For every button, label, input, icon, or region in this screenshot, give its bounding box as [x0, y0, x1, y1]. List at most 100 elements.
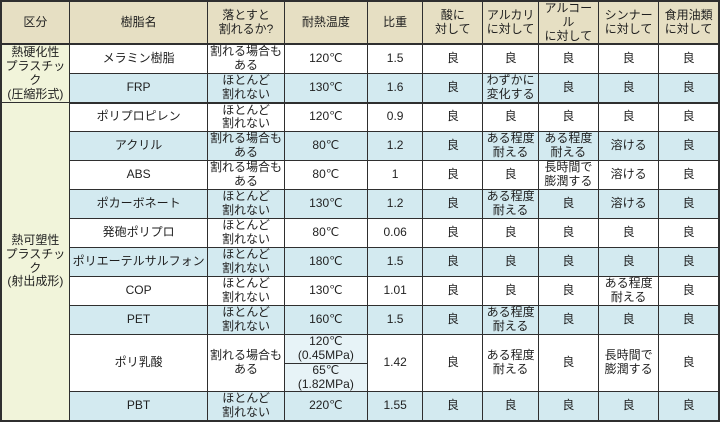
cell-heat-temp: 130℃	[283, 189, 369, 220]
cell-specific-gravity: 1.5	[367, 305, 424, 336]
cell-alcohol: 良	[537, 72, 599, 104]
cell-edible-oil: 良	[658, 218, 720, 249]
table-row-abs: ABS 割れる場合も ある 80℃ 1 良 良 長時間で 膨潤する 溶ける 良	[1, 160, 720, 191]
cell-acid: 良	[422, 305, 484, 336]
table-row-cop: COP ほとんど 割れない 130℃ 1.01 良 良 良 ある程度 耐える 良	[1, 276, 720, 307]
table-row-polyethersulfone: ポリエーテルサルフォン ほとんど 割れない 180℃ 1.5 良 良 良 良 良	[1, 247, 720, 278]
category-cell-thermosetting: 熱硬化性 プラスチック (圧縮形式)	[0, 43, 70, 104]
cell-specific-gravity: 1.01	[367, 276, 424, 307]
cell-edible-oil: 良	[658, 334, 720, 393]
cell-heat-temp: 130℃	[283, 72, 369, 104]
cell-resin-name: PBT	[68, 391, 209, 422]
cell-specific-gravity: 1.5	[367, 43, 424, 74]
cell-thinner: ある程度 耐える	[597, 276, 660, 307]
cell-resin-name: COP	[68, 276, 209, 307]
cell-edible-oil: 良	[658, 160, 720, 191]
cell-specific-gravity: 1.6	[367, 72, 424, 104]
cell-acid: 良	[422, 391, 484, 422]
cell-resin-name: FRP	[68, 72, 209, 104]
cell-edible-oil: 良	[658, 72, 720, 104]
cell-alkali: 良	[482, 43, 539, 74]
cell-resin-name: ポカーボネート	[68, 189, 209, 220]
cell-heat-temp-b: 65℃ (1.82MPa)	[283, 362, 369, 393]
cell-acid: 良	[422, 43, 484, 74]
col-header-edible-oil: 食用油類 に対して	[658, 0, 720, 46]
category-cell-thermoplastic: 熱可塑性 プラスチック (射出成形)	[0, 102, 70, 422]
cell-resin-name: ポリプロピレン	[68, 102, 209, 133]
cell-resin-name: ポリ乳酸	[68, 334, 209, 393]
cell-heat-temp: 180℃	[283, 247, 369, 278]
cell-specific-gravity: 0.9	[367, 102, 424, 133]
col-header-specific-gravity: 比重	[367, 0, 424, 46]
cell-specific-gravity: 1.2	[367, 189, 424, 220]
cell-edible-oil: 良	[658, 247, 720, 278]
cell-resin-name: PET	[68, 305, 209, 336]
cell-drop-break: 割れる場合も ある	[207, 334, 285, 393]
table-row-pbt: PBT ほとんど 割れない 220℃ 1.55 良 良 良 良 良	[1, 391, 720, 422]
cell-specific-gravity: 1.2	[367, 131, 424, 162]
cell-alcohol: 良	[537, 43, 599, 74]
cell-acid: 良	[422, 131, 484, 162]
header-row: 区分 樹脂名 落とすと 割れるか? 耐熱温度 比重 酸に 対して アルカリ に対…	[0, 0, 720, 46]
cell-alcohol: 良	[537, 247, 599, 278]
col-header-resin: 樹脂名	[68, 0, 209, 46]
cell-acid: 良	[422, 160, 484, 191]
cell-acid: 良	[422, 218, 484, 249]
cell-drop-break: 割れる場合も ある	[207, 160, 285, 191]
cell-drop-break: ほとんど 割れない	[207, 305, 285, 336]
cell-alkali: ある程度 耐える	[482, 189, 539, 220]
cell-drop-break: ほとんど 割れない	[207, 391, 285, 422]
cell-heat-temp-a: 120℃ (0.45MPa)	[283, 334, 369, 364]
cell-alkali: 良	[482, 247, 539, 278]
col-header-alkali: アルカリ に対して	[482, 0, 539, 46]
cell-acid: 良	[422, 334, 484, 393]
cell-resin-name: メラミン樹脂	[68, 43, 209, 74]
col-header-category: 区分	[0, 0, 70, 46]
cell-acid: 良	[422, 247, 484, 278]
table-row-frp: FRP ほとんど 割れない 130℃ 1.6 良 わずかに 変化する 良 良 良	[1, 72, 720, 104]
cell-edible-oil: 良	[658, 276, 720, 307]
cell-alcohol: ある程度 耐える	[537, 131, 599, 162]
table-row-melamine: 熱硬化性 プラスチック (圧縮形式) メラミン樹脂 割れる場合も ある 120℃…	[0, 43, 720, 104]
cell-thinner: 溶ける	[597, 189, 660, 220]
cell-heat-temp: 160℃	[283, 305, 369, 336]
cell-heat-temp: 80℃	[283, 218, 369, 249]
cell-drop-break: ほとんど 割れない	[207, 189, 285, 220]
cell-thinner: 良	[597, 102, 660, 133]
cell-thinner: 良	[597, 43, 660, 74]
table-row-polylactic-acid: ポリ乳酸 割れる場合も ある 120℃ (0.45MPa) 1.42 良 ある程…	[1, 334, 720, 393]
cell-thinner: 良	[597, 305, 660, 336]
cell-alcohol: 良	[537, 218, 599, 249]
cell-edible-oil: 良	[658, 189, 720, 220]
cell-edible-oil: 良	[658, 102, 720, 133]
cell-thinner: 良	[597, 247, 660, 278]
cell-heat-temp: 120℃	[283, 43, 369, 74]
cell-drop-break: ほとんど 割れない	[207, 247, 285, 278]
table-row-pet: PET ほとんど 割れない 160℃ 1.5 良 ある程度 耐える 良 良 良	[1, 305, 720, 336]
cell-heat-temp: 130℃	[283, 276, 369, 307]
cell-alkali: ある程度 耐える	[482, 334, 539, 393]
cell-resin-name: アクリル	[68, 131, 209, 162]
cell-alcohol: 良	[537, 391, 599, 422]
cell-alkali: わずかに 変化する	[482, 72, 539, 104]
cell-acid: 良	[422, 189, 484, 220]
cell-acid: 良	[422, 102, 484, 133]
cell-thinner: 長時間で 膨潤する	[597, 334, 660, 393]
col-header-drop-break: 落とすと 割れるか?	[207, 0, 285, 46]
col-header-thinner: シンナー に対して	[597, 0, 660, 46]
cell-heat-temp: 120℃	[283, 102, 369, 133]
cell-alkali: 良	[482, 391, 539, 422]
cell-heat-temp: 220℃	[283, 391, 369, 422]
cell-specific-gravity: 0.06	[367, 218, 424, 249]
cell-thinner: 溶ける	[597, 160, 660, 191]
cell-alkali: ある程度 耐える	[482, 305, 539, 336]
table-row-polypropylene: 熱可塑性 プラスチック (射出成形) ポリプロピレン ほとんど 割れない 120…	[0, 102, 720, 422]
cell-resin-name: ポリエーテルサルフォン	[68, 247, 209, 278]
cell-heat-temp: 80℃	[283, 160, 369, 191]
cell-alcohol: 良	[537, 102, 599, 133]
table-row-polycarbonate: ポカーボネート ほとんど 割れない 130℃ 1.2 良 ある程度 耐える 良 …	[1, 189, 720, 220]
table-row-foamed-pp: 発砲ポリプロ ほとんど 割れない 80℃ 0.06 良 良 良 良 良	[1, 218, 720, 249]
cell-drop-break: ほとんど 割れない	[207, 276, 285, 307]
